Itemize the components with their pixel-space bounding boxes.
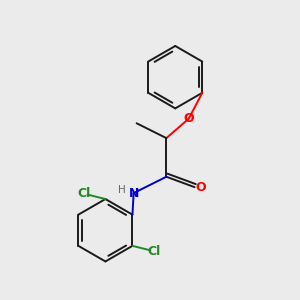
Text: O: O bbox=[196, 181, 206, 194]
Text: H: H bbox=[118, 184, 126, 194]
Text: Cl: Cl bbox=[147, 245, 161, 258]
Text: O: O bbox=[183, 112, 194, 125]
Text: N: N bbox=[128, 187, 139, 200]
Text: Cl: Cl bbox=[77, 187, 91, 200]
